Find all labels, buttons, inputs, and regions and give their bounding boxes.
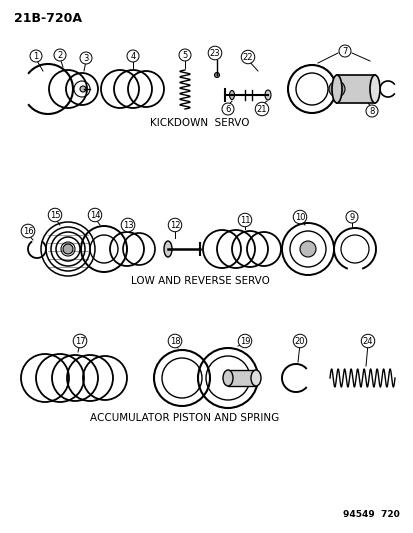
Text: 21: 21 bbox=[256, 104, 267, 114]
Text: 19: 19 bbox=[239, 336, 249, 345]
Text: 94549  720: 94549 720 bbox=[342, 510, 399, 519]
Text: KICKDOWN  SERVO: KICKDOWN SERVO bbox=[150, 118, 249, 128]
Circle shape bbox=[328, 81, 344, 97]
Text: 21B-720A: 21B-720A bbox=[14, 12, 82, 25]
Text: 2: 2 bbox=[57, 51, 62, 60]
Text: 1: 1 bbox=[33, 52, 38, 61]
Text: 4: 4 bbox=[130, 52, 135, 61]
Text: LOW AND REVERSE SERVO: LOW AND REVERSE SERVO bbox=[130, 276, 269, 286]
Text: 12: 12 bbox=[169, 221, 180, 230]
Text: 16: 16 bbox=[23, 227, 33, 236]
Ellipse shape bbox=[223, 370, 233, 386]
Text: 11: 11 bbox=[239, 215, 249, 224]
Ellipse shape bbox=[229, 91, 234, 100]
Text: ACCUMULATOR PISTON AND SPRING: ACCUMULATOR PISTON AND SPRING bbox=[90, 413, 279, 423]
Text: 13: 13 bbox=[122, 221, 133, 230]
Text: 20: 20 bbox=[294, 336, 304, 345]
Text: 18: 18 bbox=[169, 336, 180, 345]
Bar bbox=[336, 75, 374, 103]
Text: 14: 14 bbox=[90, 211, 100, 220]
Text: 24: 24 bbox=[362, 336, 373, 345]
Text: 9: 9 bbox=[349, 213, 354, 222]
Text: 15: 15 bbox=[50, 211, 60, 220]
Text: 3: 3 bbox=[83, 53, 88, 62]
Circle shape bbox=[214, 72, 219, 77]
Ellipse shape bbox=[331, 75, 341, 103]
Text: 5: 5 bbox=[182, 51, 187, 60]
Text: 6: 6 bbox=[225, 104, 230, 114]
Ellipse shape bbox=[250, 370, 260, 386]
Circle shape bbox=[299, 241, 315, 257]
Ellipse shape bbox=[369, 75, 379, 103]
Ellipse shape bbox=[164, 241, 171, 257]
Text: 10: 10 bbox=[294, 213, 304, 222]
Text: 7: 7 bbox=[342, 46, 347, 55]
Text: 17: 17 bbox=[74, 336, 85, 345]
Circle shape bbox=[80, 86, 86, 92]
Text: 23: 23 bbox=[209, 49, 220, 58]
Circle shape bbox=[63, 244, 73, 254]
Text: 22: 22 bbox=[242, 52, 253, 61]
Text: 8: 8 bbox=[368, 107, 374, 116]
Bar bbox=[228, 370, 255, 386]
Ellipse shape bbox=[264, 90, 271, 100]
